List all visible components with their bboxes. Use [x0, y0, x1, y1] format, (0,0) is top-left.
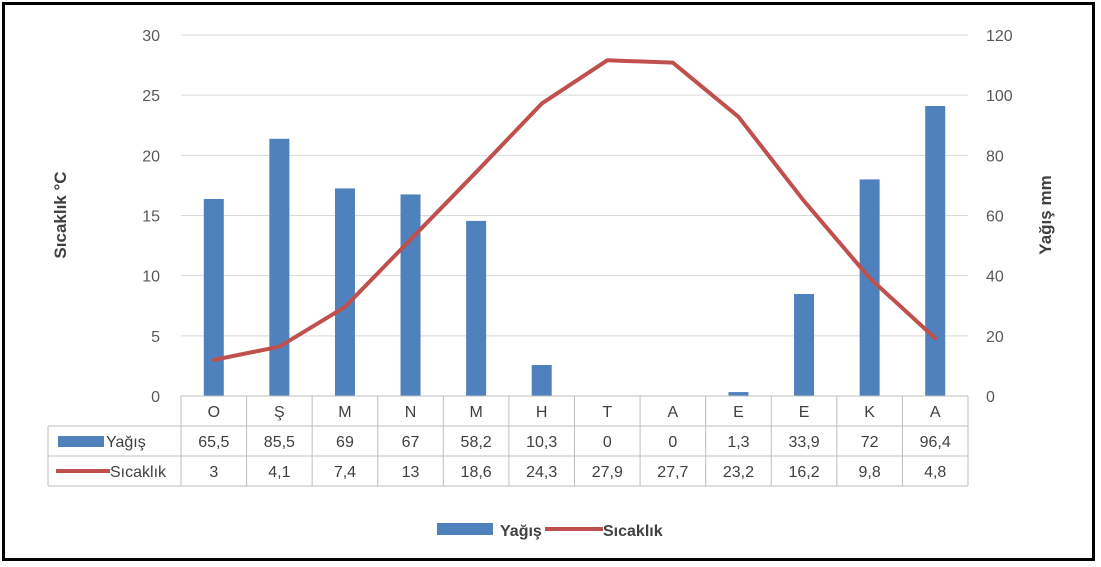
category-label: K	[864, 404, 875, 421]
bar	[859, 179, 880, 396]
data-label-yagis: 0	[668, 434, 677, 451]
data-label-sicaklik: 27,9	[592, 464, 623, 481]
data-label-yagis: 1,3	[727, 434, 749, 451]
table-row-label-yagis: Yağış	[106, 434, 146, 451]
category-label: H	[536, 404, 548, 421]
data-label-sicaklik: 24,3	[526, 464, 557, 481]
legend-label-sicaklik: Sıcaklık	[603, 523, 663, 540]
data-label-sicaklik: 4,8	[924, 464, 946, 481]
legend: Yağış Sıcaklık	[437, 523, 663, 540]
y-left-tick-label: 15	[142, 209, 160, 226]
right-axis-ticks: 0 20 40 60 80 100 120	[986, 28, 1013, 406]
category-label: M	[469, 404, 482, 421]
y-left-tick-label: 30	[142, 28, 160, 45]
data-label-yagis: 0	[603, 434, 612, 451]
data-label-yagis: 96,4	[920, 434, 951, 451]
y-right-tick-label: 20	[986, 329, 1004, 346]
y-left-tick-label: 5	[151, 329, 160, 346]
data-label-sicaklik: 23,2	[723, 464, 754, 481]
data-label-yagis: 33,9	[788, 434, 819, 451]
y-right-tick-label: 0	[986, 389, 995, 406]
data-label-sicaklik: 4,1	[268, 464, 290, 481]
temperature-line	[211, 58, 938, 362]
table-key-yagis	[58, 436, 104, 447]
y-right-tick-label: 100	[986, 88, 1013, 105]
data-label-yagis: 69	[336, 434, 354, 451]
bar	[400, 194, 421, 396]
y-right-tick-label: 120	[986, 28, 1013, 45]
left-axis-ticks: 0 5 10 15 20 25 30	[142, 28, 160, 406]
data-label-yagis: 85,5	[264, 434, 295, 451]
bar	[334, 188, 355, 396]
y-left-tick-label: 0	[151, 389, 160, 406]
data-label-sicaklik: 18,6	[461, 464, 492, 481]
category-label: N	[405, 404, 417, 421]
gridlines	[181, 34, 968, 337]
category-label: O	[208, 404, 220, 421]
data-label-sicaklik: 7,4	[334, 464, 356, 481]
category-label: A	[668, 404, 679, 421]
category-label: Ş	[274, 404, 285, 421]
data-label-yagis: 67	[402, 434, 420, 451]
data-label-yagis: 58,2	[461, 434, 492, 451]
line-series	[211, 58, 938, 362]
category-label: M	[338, 404, 351, 421]
y-left-tick-label: 25	[142, 88, 160, 105]
data-label-sicaklik: 9,8	[859, 464, 881, 481]
table-row-label-sicaklik: Sıcaklık	[110, 464, 167, 481]
y-left-tick-label: 20	[142, 148, 160, 165]
category-label: A	[930, 404, 941, 421]
bar	[531, 365, 552, 396]
y-right-tick-label: 80	[986, 148, 1004, 165]
bar	[269, 138, 290, 396]
bar	[925, 105, 946, 396]
y-right-tick-label: 40	[986, 269, 1004, 286]
data-label-sicaklik: 13	[402, 464, 420, 481]
category-label: T	[602, 404, 612, 421]
bar	[794, 294, 815, 396]
legend-bar-swatch	[437, 523, 493, 535]
y-left-axis-title: Sıcaklık °C	[51, 171, 70, 258]
y-left-tick-label: 10	[142, 269, 160, 286]
bar	[203, 198, 224, 396]
data-label-sicaklik: 27,7	[657, 464, 688, 481]
data-label-sicaklik: 16,2	[788, 464, 819, 481]
category-label: E	[799, 404, 810, 421]
legend-label-yagis: Yağış	[500, 523, 542, 540]
y-right-tick-label: 60	[986, 209, 1004, 226]
bar	[466, 220, 487, 396]
y-right-axis-title: Yağış mm	[1036, 175, 1055, 254]
data-table: O Ş M N M H T A E E K A 65,5 85,5 69 67 58,2 10,3 0 0 1,3 33,…	[47, 395, 969, 487]
data-label-yagis: 65,5	[198, 434, 229, 451]
bar-series	[203, 105, 946, 396]
data-label-yagis: 72	[861, 434, 879, 451]
data-label-yagis: 10,3	[526, 434, 557, 451]
bar	[728, 392, 749, 396]
data-label-sicaklik: 3	[209, 464, 218, 481]
category-label: E	[733, 404, 744, 421]
